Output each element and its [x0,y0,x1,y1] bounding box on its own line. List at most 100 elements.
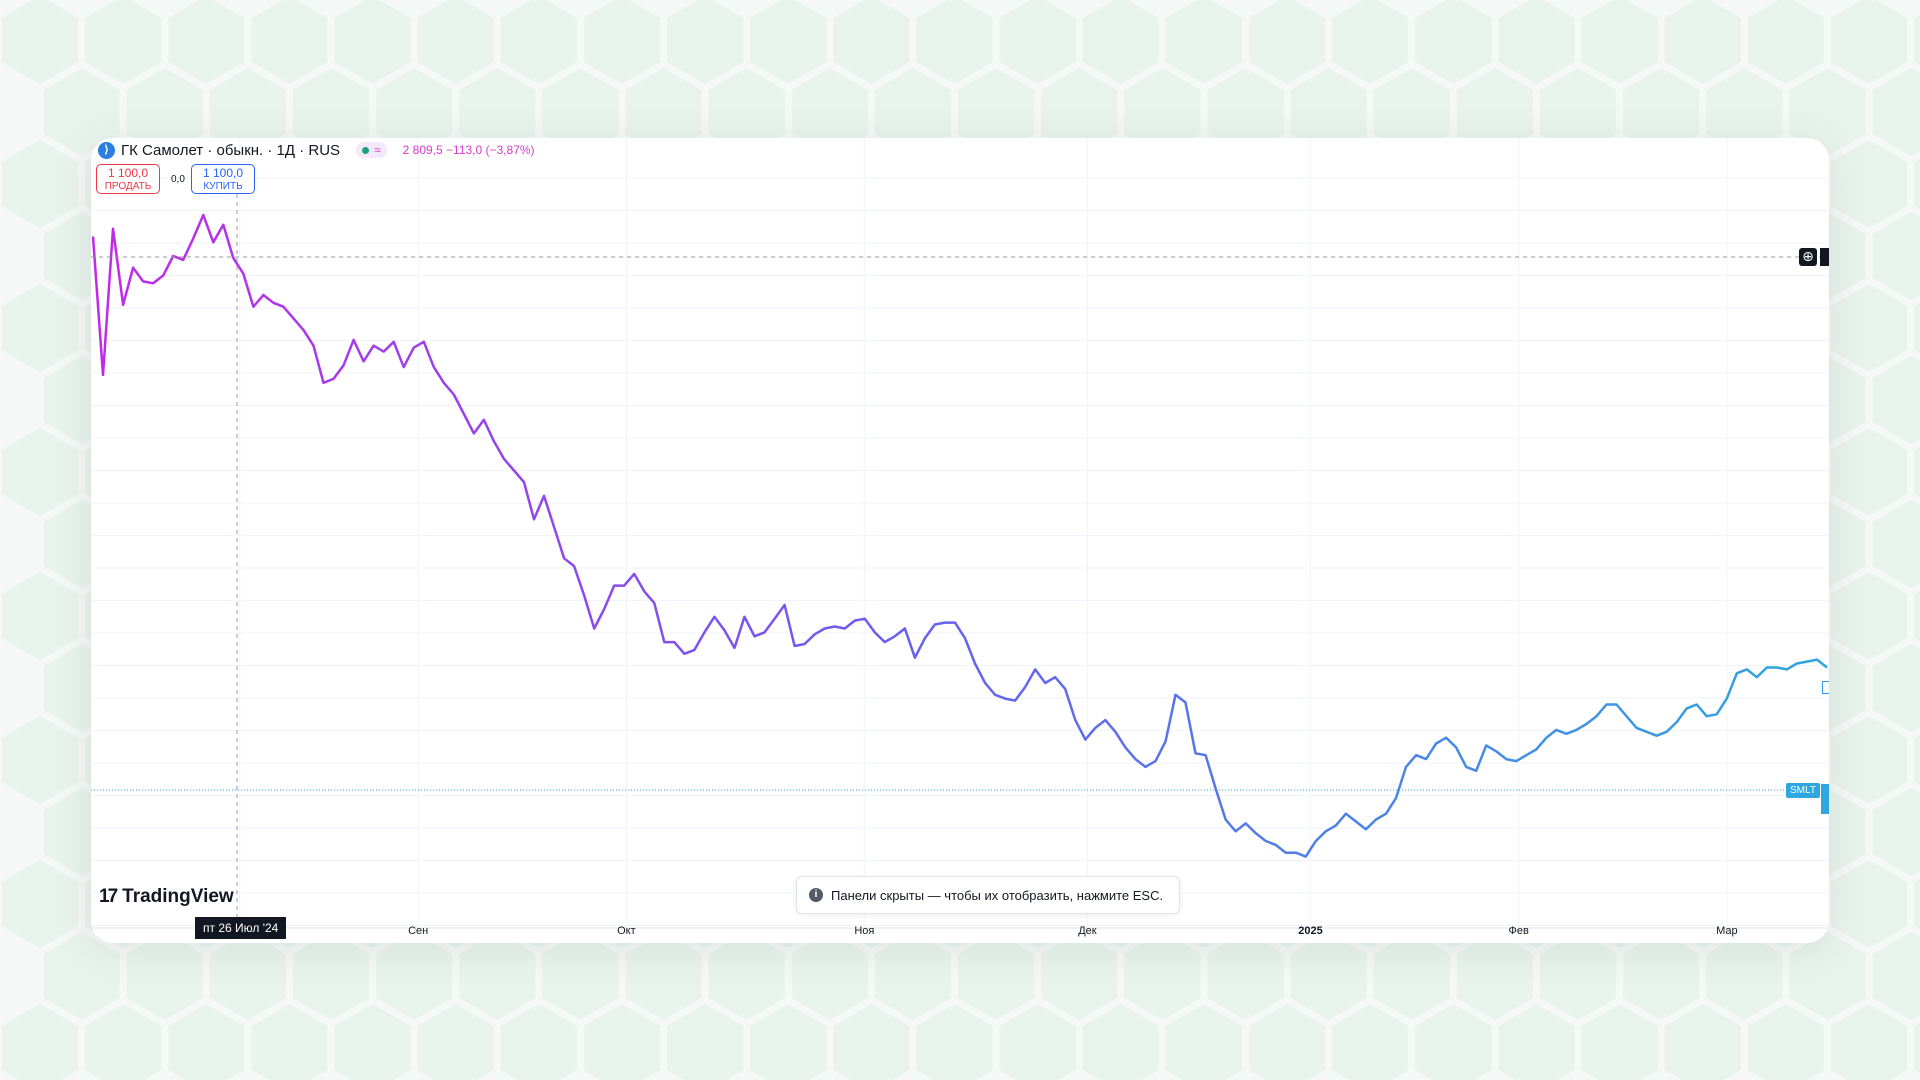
hexagon-tile [126,932,203,1020]
hexagon-tile [1456,932,1533,1020]
hexagon-tile [791,68,868,156]
hexagon-tile [1415,0,1492,84]
hexagon-tile [1,140,79,228]
crosshair-add-icon[interactable]: ⊕ [1799,248,1817,266]
hexagon-tile [1,1004,79,1080]
hexagon-tile [1,284,79,372]
hexagon-tile [1165,1004,1242,1080]
hexagon-tile [1664,1004,1741,1080]
tradingview-mark-icon: 17 [99,886,118,907]
hexagon-tile [500,1004,577,1080]
hexagon-tile [1415,1004,1492,1080]
hexagon-tile [209,932,286,1020]
hexagon-tile [209,68,286,156]
hexagon-tile [833,1004,910,1080]
hexagon-tile [1830,1004,1908,1080]
hexagon-tile [916,1004,993,1080]
hexagon-tile [417,1004,494,1080]
hexagon-tile [1830,572,1908,660]
buy-label: КУПИТЬ [203,181,243,192]
hexagon-tile [708,932,785,1020]
hexagon-tile [376,932,453,1020]
hexagon-tile [750,1004,827,1080]
hexagon-tile [1623,68,1700,156]
hexagon-tile [1498,0,1575,84]
hidden-panels-notice[interactable]: i Панели скрыты — чтобы их отобразить, н… [796,876,1181,914]
hexagon-tile [376,68,453,156]
hexagon-tile [1914,14,1920,66]
hexagon-tile [667,0,744,84]
hexagon-tile [874,68,952,156]
hexagon-tile [1830,860,1908,948]
hexagon-tile [43,932,120,1020]
hexagon-tile [1456,68,1533,156]
hexagon-tile [667,1004,744,1080]
sell-price: 1 100,0 [107,166,149,180]
hexagon-tile [1830,428,1908,516]
hexagon-tile [334,1004,411,1080]
hexagon-tile [999,1004,1076,1080]
buy-button[interactable]: 1 100,0 КУПИТЬ [191,164,255,194]
sell-button[interactable]: 1 100,0 ПРОДАТЬ [96,164,160,194]
hexagon-tile [1207,68,1284,156]
hexagon-tile [1041,932,1118,1020]
price-chart[interactable]: гСенОктНояДек2025ФевМар [91,138,1829,943]
hexagon-tile [1124,68,1201,156]
chart-card: гСенОктНояДек2025ФевМар ⟩ ГК Самолет · о… [91,138,1829,943]
hexagon-tile [1872,356,1920,444]
symbol-price-tag: SMLT [1786,783,1820,798]
hexagon-tile [833,0,910,84]
hexagon-tile [1830,716,1908,804]
hexagon-tile [292,68,370,156]
hexagon-tile [1581,1004,1658,1080]
hexagon-tile [1872,644,1920,732]
hexagon-tile [1830,284,1908,372]
hexagon-tile [583,0,661,84]
hexagon-tile [1,716,79,804]
price-line-series [91,213,1828,858]
symbol-header: ⟩ ГК Самолет · обыкн. · 1Д · RUS ≈ 2 809… [98,140,535,160]
x-axis-tick-label: Сен [408,925,428,937]
hexagon-tile [1082,1004,1159,1080]
hexagon-tile [459,68,536,156]
last-point-marker [1822,681,1829,694]
x-axis-tick-label: Фев [1509,925,1529,937]
hexagon-tile [292,932,370,1020]
hexagon-tile [1249,0,1326,84]
hexagon-tile [1914,1022,1920,1074]
hexagon-tile [85,1004,162,1080]
hexagon-tile [1872,788,1920,876]
hexagon-tile [1082,0,1159,84]
hexagon-tile [168,1004,245,1080]
delayed-data-icon: ≈ [374,143,381,157]
hexagon-tile [1124,932,1201,1020]
hexagon-tile [1706,932,1783,1020]
hexagon-tile [1664,0,1741,84]
hexagon-tile [1290,932,1367,1020]
hexagon-tile [958,932,1035,1020]
hexagon-tile [958,68,1035,156]
x-axis-tick-label: Дек [1078,925,1097,937]
hexagon-tile [1,0,79,84]
hexagon-tile [999,0,1076,84]
hexagon-tile [1540,932,1617,1020]
tradingview-logo[interactable]: 17 TradingView [99,886,234,908]
hexagon-tile [417,0,494,84]
symbol-title[interactable]: ГК Самолет · обыкн. · 1Д · RUS [121,141,341,159]
hexagon-tile [1,428,79,516]
last-price-axis-label [1821,784,1829,814]
hexagon-tile [1872,212,1920,300]
hexagon-tile [916,0,993,84]
hexagon-tile [1914,446,1920,498]
hexagon-tile [1872,932,1920,1020]
hexagon-tile [1207,932,1284,1020]
hexagon-tile [1789,68,1866,156]
symbol-logo-icon: ⟩ [98,141,115,159]
hexagon-tile [1623,932,1700,1020]
buy-price: 1 100,0 [202,166,244,180]
hexagon-tile [126,68,203,156]
hexagon-tile [1789,932,1866,1020]
hexagon-tile [1914,302,1920,354]
market-status-badge[interactable]: ≈ [356,142,387,158]
x-axis-tick-label: Мар [1716,925,1738,937]
